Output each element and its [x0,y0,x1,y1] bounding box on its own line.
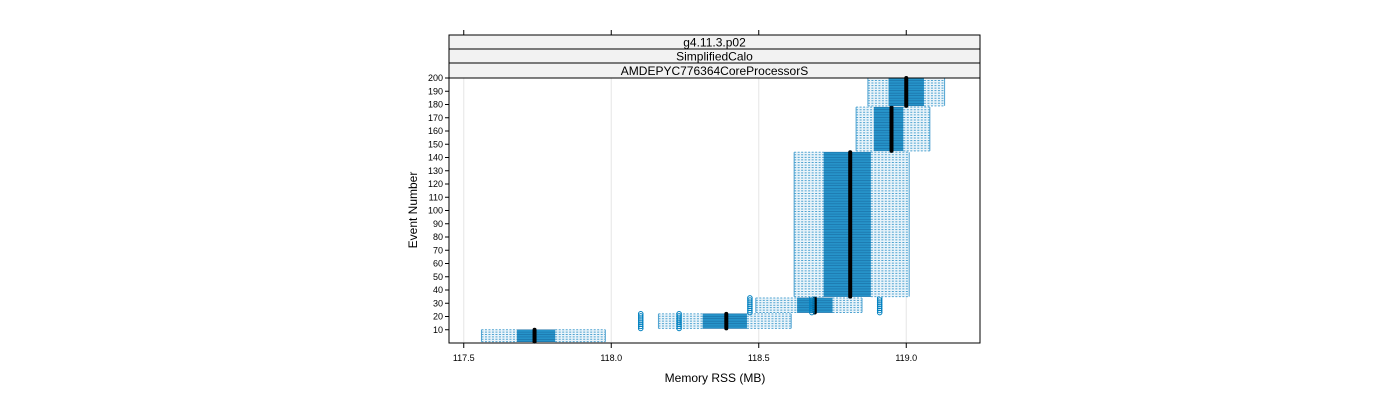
outlier-1-0-7 [637,325,644,332]
whisker-lo-band-0 [481,329,517,342]
y-tick-label-17: 180 [428,100,443,110]
x-tick-label-0: 117.5 [453,353,475,363]
group-4 [855,105,931,153]
outlier-1-1-7 [676,325,682,332]
group-2 [747,295,883,316]
whisker-hi-0 [555,329,606,343]
plot-marks [480,76,946,344]
y-tick-label-12: 130 [428,166,443,176]
y-tick-label-15: 160 [428,126,443,136]
group-1 [637,311,792,332]
strip-3-label: AMDEPYC776364CoreProcessorS [621,64,808,78]
y-tick-label-16: 170 [428,113,443,123]
whisker-lo-band-4 [856,107,874,151]
outlier-1-0-6 [637,323,644,330]
whisker-hi-band-0 [555,329,606,342]
strip-panel: g4.11.3.p02 SimplifiedCalo AMDEPYC776364… [448,34,981,79]
group-0 [480,327,606,344]
x-tick-label-2: 118.5 [748,353,770,363]
y-tick-label-9: 100 [428,206,443,216]
group-5 [867,76,946,108]
whisker-lo-band-2 [755,297,798,313]
y-tick-label-10: 110 [429,192,443,202]
whisker-hi-2 [832,297,862,314]
y-tick-label-11: 120 [428,179,443,189]
y-tick-label-18: 190 [428,86,443,96]
x-axis: 117.5 118.0 118.5 119.0 [453,30,917,363]
y-axis: 10 20 30 40 50 60 70 80 90 100 110 120 130 140 150 160 1… [428,73,449,335]
y-tick-label-8: 90 [433,219,443,229]
x-axis-title: Memory RSS (MB) [665,371,766,385]
outlier-2-0-7 [747,309,753,316]
whisker-lo-4 [856,106,874,152]
y-tick-label-4: 50 [433,272,443,282]
y-tick-label-2: 30 [433,298,443,308]
y-tick-label-19: 200 [428,73,443,83]
y-tick-label-14: 150 [428,139,443,149]
outlier-2-1-7 [809,309,815,316]
group-3 [793,150,910,299]
box-4 [873,107,904,151]
outlier-2-1-6 [809,307,815,314]
whisker-lo-0 [481,329,517,343]
outlier-2-0-6 [747,307,753,314]
y-tick-label-5: 60 [433,259,443,269]
outlier-2-2-7 [876,309,883,316]
whisker-lo-3 [794,151,824,298]
x-tick-label-3: 119.0 [895,353,917,363]
y-tick-label-0: 10 [433,325,443,335]
strip-2-label: SimplifiedCalo [676,50,753,64]
y-tick-label-13: 140 [428,153,443,163]
y-axis-title: Event Number [406,172,420,249]
whisker-hi-band-4 [903,107,930,151]
y-tick-label-6: 70 [433,245,443,255]
x-tick-label-1: 118.0 [600,353,622,363]
outlier-1-1-6 [676,323,682,330]
y-tick-label-3: 40 [433,285,443,295]
y-tick-label-7: 80 [433,232,443,242]
y-tick-label-1: 20 [433,312,443,322]
whisker-hi-band-5 [923,78,945,106]
box-stripes-3 [823,151,871,297]
whisker-lo-band-5 [867,78,889,106]
whisker-hi-1 [746,313,792,329]
box-stripes-4 [873,106,904,152]
strip-1-label: g4.11.3.p02 [683,36,746,50]
outlier-2-2-6 [876,307,883,314]
